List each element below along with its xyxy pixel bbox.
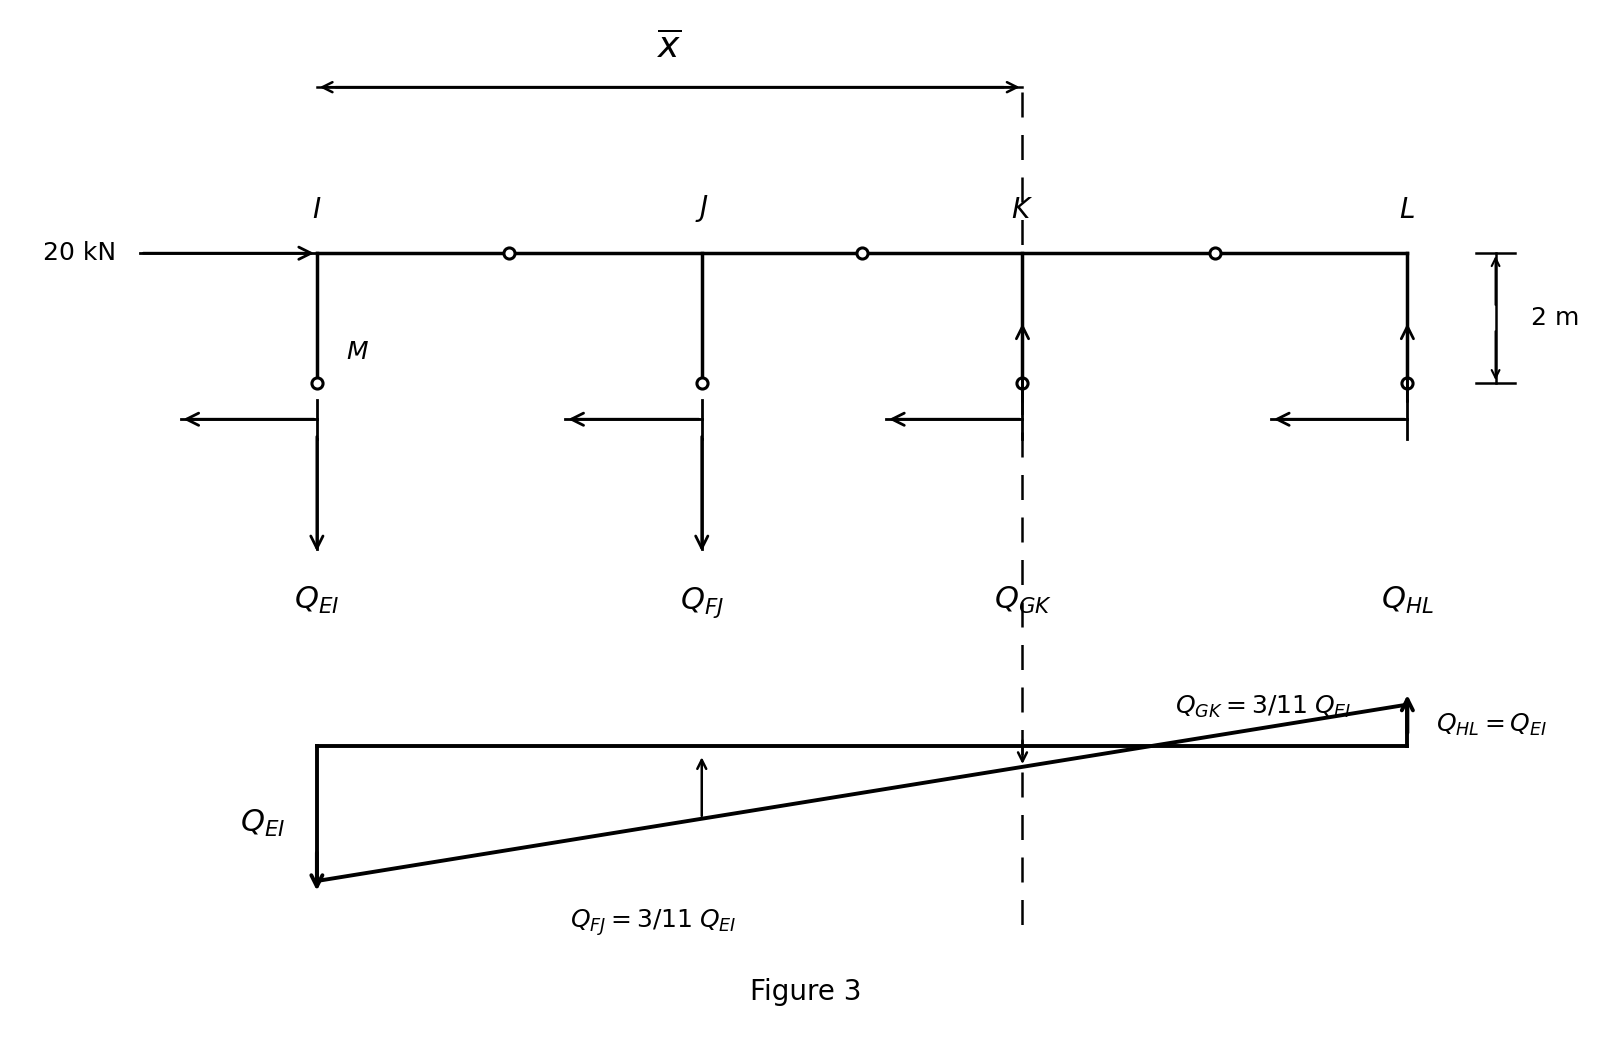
Text: $Q_{EI}$: $Q_{EI}$ xyxy=(240,809,285,840)
Text: $Q_{GK}$: $Q_{GK}$ xyxy=(993,586,1051,616)
Text: 2 m: 2 m xyxy=(1531,306,1580,331)
Text: $L$: $L$ xyxy=(1399,197,1415,224)
Text: 20 kN: 20 kN xyxy=(44,242,116,266)
Text: $J$: $J$ xyxy=(695,194,709,224)
Text: $\overline{x}$: $\overline{x}$ xyxy=(658,30,682,65)
Text: $Q_{HL}$: $Q_{HL}$ xyxy=(1381,586,1433,616)
Text: Figure 3: Figure 3 xyxy=(750,978,862,1005)
Text: $M$: $M$ xyxy=(345,340,369,364)
Text: $Q_{HL} = Q_{EI}$: $Q_{HL} = Q_{EI}$ xyxy=(1436,712,1548,738)
Text: $I$: $I$ xyxy=(313,197,322,224)
Text: $Q_{EI}$: $Q_{EI}$ xyxy=(295,586,340,616)
Text: $K$: $K$ xyxy=(1011,197,1033,224)
Text: $Q_{FJ}$: $Q_{FJ}$ xyxy=(680,586,724,620)
Text: $Q_{GK}= 3/11 \; Q_{EI}$: $Q_{GK}= 3/11 \; Q_{EI}$ xyxy=(1175,693,1351,720)
Text: $Q_{FJ}= 3/11 \; Q_{EI}$: $Q_{FJ}= 3/11 \; Q_{EI}$ xyxy=(571,907,737,937)
